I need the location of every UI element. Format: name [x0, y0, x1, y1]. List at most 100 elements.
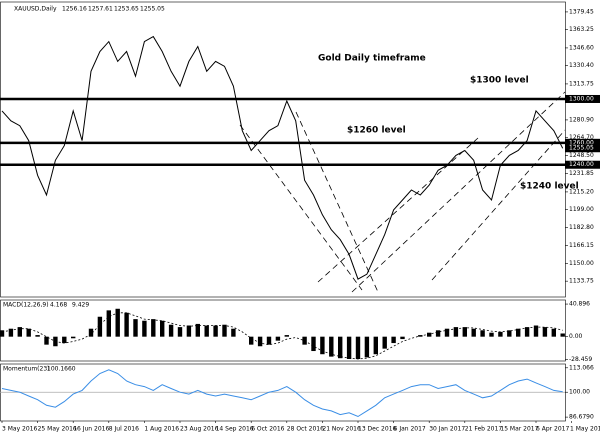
macd-bar: [124, 312, 129, 337]
macd-bar: [320, 336, 325, 355]
level-label: 1300.00: [569, 95, 594, 102]
trend-lines: [239, 91, 566, 293]
macd-bar: [97, 316, 103, 337]
y-tick-label: 1166.15: [569, 242, 594, 249]
y-tick-label: 1231.85: [569, 170, 594, 177]
macd-bar: [275, 336, 281, 341]
macd-bar: [560, 333, 565, 337]
macd-bar: [391, 336, 396, 344]
ohlc-value: 1257.61: [88, 6, 113, 13]
macd-bar: [17, 327, 22, 337]
macd-bar: [204, 325, 209, 337]
symbol: XAUUSD,Daily: [14, 6, 57, 13]
y-tick-label: 1248.50: [569, 152, 594, 159]
macd-bar: [542, 327, 548, 337]
macd-bar: [524, 327, 530, 337]
momentum-line: [1, 369, 563, 418]
macd-bar: [462, 327, 467, 337]
y-tick-label: 40.896: [569, 301, 590, 308]
macd-bar: [471, 328, 476, 337]
x-tick-label: 15 Mar 2017: [500, 426, 538, 433]
y-tick-label: 1346.60: [569, 44, 594, 51]
x-tick-label: 3 May 2016: [2, 426, 37, 433]
macd-bar: [373, 336, 378, 355]
macd-bar: [480, 330, 485, 337]
level-label-box: [565, 94, 600, 103]
x-tick-label: 14 Sep 2016: [216, 426, 254, 433]
x-tick-label: 1 May 2017: [570, 426, 600, 433]
macd-bar: [338, 336, 343, 359]
y-tick-label: 1363.25: [569, 26, 594, 33]
ohlc-value: 1253.65: [114, 6, 139, 13]
macd-bar: [142, 320, 147, 337]
y-tick-label: 1280.90: [569, 116, 594, 123]
x-tick-label: 16 Jun 2016: [73, 426, 109, 433]
panel-frame: [0, 1, 566, 298]
y-tick-label: 1264.70: [569, 134, 594, 141]
macd-bar: [62, 336, 67, 344]
indicator-name: Momentum(23): [3, 366, 50, 373]
level-label-box: [565, 160, 600, 169]
macd-bar: [71, 336, 76, 339]
macd-bar: [0, 330, 5, 337]
macd-bar: [507, 330, 512, 337]
y-tick-label: 1330.40: [569, 62, 594, 69]
trend-line: [317, 137, 479, 283]
x-tick-label: 23 Aug 2016: [180, 426, 219, 433]
y-tick-label: 1379.45: [569, 8, 594, 15]
ohlc-value: 1256.16: [62, 6, 87, 13]
macd-bar: [177, 327, 183, 337]
macd-bar: [213, 325, 218, 337]
macd-bar: [151, 319, 156, 337]
x-tick-label: 8 Jul 2016: [109, 426, 139, 433]
annotation: $1240 level: [520, 182, 579, 192]
macd-bar: [8, 328, 14, 337]
macd-bar: [382, 336, 387, 349]
x-tick-label: 6 Apr 2017: [536, 426, 569, 433]
y-tick-label: -28.459: [569, 356, 592, 363]
trend-line: [431, 129, 566, 281]
last-price-box: [565, 144, 600, 153]
x-tick-label: 21 Nov 2016: [322, 426, 361, 433]
price-line: [1, 35, 564, 280]
macd-bar: [88, 328, 94, 337]
y-tick-label: 1313.75: [569, 80, 594, 87]
macd-bar: [115, 308, 120, 337]
macd-bar: [435, 330, 441, 337]
macd-bar: [195, 323, 200, 337]
annotation: $1300 level: [470, 76, 529, 86]
x-tick-label: 30 Jan 2017: [429, 426, 465, 433]
last-price-label: 1255.05: [569, 145, 594, 152]
macd-bar: [444, 328, 450, 337]
y-tick-label: 100.00: [569, 389, 590, 396]
y-tick-label: 1199.00: [569, 206, 594, 213]
y-tick-label: 1182.80: [569, 224, 594, 231]
macd-bar: [364, 336, 370, 358]
macd-bar: [498, 331, 503, 337]
y-tick-label: 1150.00: [569, 260, 594, 267]
macd-bar: [311, 336, 316, 352]
x-tick-label: 1 Aug 2016: [144, 426, 179, 433]
macd-bar: [266, 336, 272, 345]
macd-bar: [231, 328, 236, 337]
x-tick-label: 13 Dec 2016: [358, 426, 397, 433]
y-tick-label: 1215.20: [569, 188, 594, 195]
trend-line: [351, 91, 566, 293]
ohlc-value: 1255.05: [140, 6, 165, 13]
macd-bar: [257, 336, 263, 347]
x-tick-label: 6 Oct 2016: [251, 426, 284, 433]
macd-bar: [186, 325, 192, 337]
indicator-readout: 100.1660: [47, 366, 76, 373]
y-tick-label: 0.00: [569, 333, 583, 340]
macd-bar: [249, 336, 254, 345]
x-tick-label: 6 Jan 2017: [394, 426, 426, 433]
level-label: 1240.00: [569, 161, 594, 168]
macd-bar: [400, 336, 405, 340]
macd-bar: [329, 336, 334, 357]
macd-bar: [44, 336, 49, 345]
x-tick-label: 21 Feb 2017: [465, 426, 503, 433]
macd-bar: [35, 335, 40, 337]
macd-bar: [222, 324, 227, 337]
y-tick-label: 113.066: [569, 364, 594, 371]
